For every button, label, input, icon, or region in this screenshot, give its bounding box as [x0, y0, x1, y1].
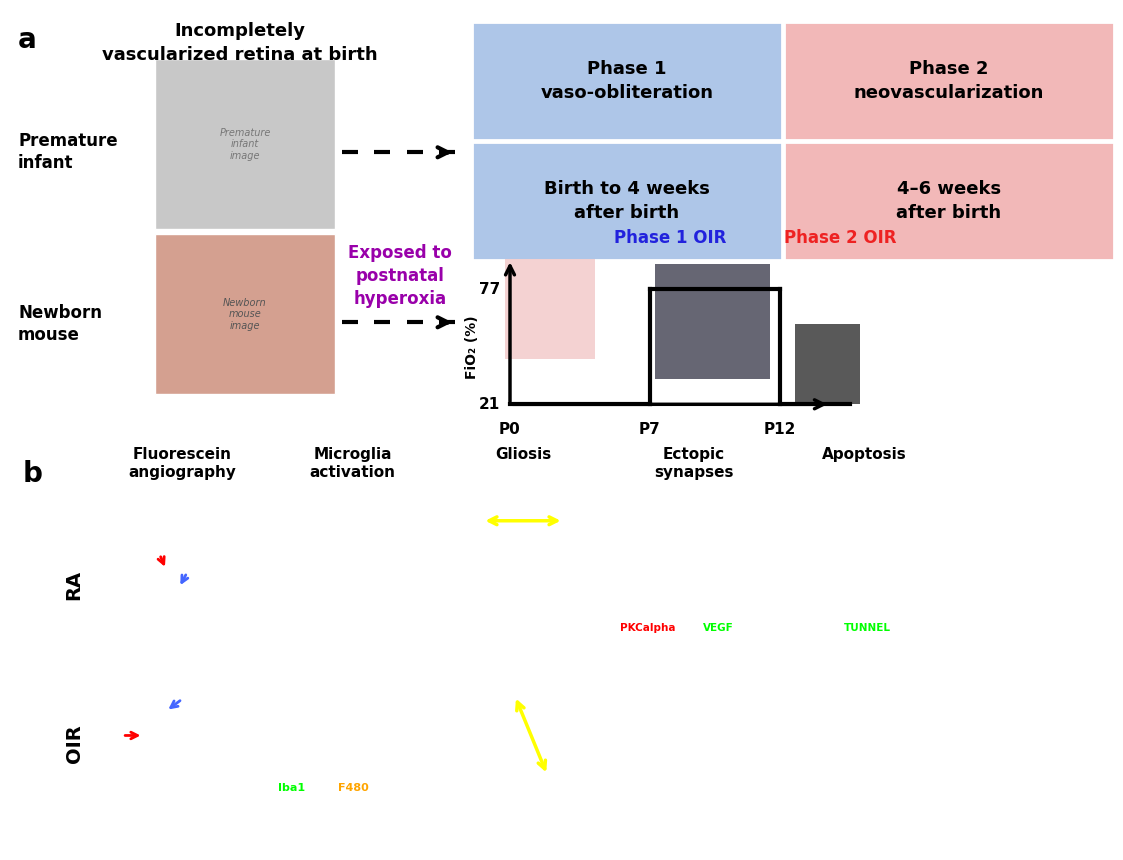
Text: Birth to 4 weeks
after birth: Birth to 4 weeks after birth — [544, 181, 710, 222]
Text: b: b — [22, 460, 43, 488]
Text: Newborn
mouse
image: Newborn mouse image — [223, 298, 267, 331]
Text: PKCalpha: PKCalpha — [621, 624, 676, 633]
Text: 77: 77 — [478, 282, 500, 297]
Text: Phase 2
neovascularization: Phase 2 neovascularization — [853, 60, 1044, 102]
Text: Phase 1
vaso-obliteration: Phase 1 vaso-obliteration — [540, 60, 713, 102]
Text: VEGF: VEGF — [703, 624, 733, 633]
Text: TUNNEL: TUNNEL — [843, 624, 891, 633]
Text: Incompletely
vascularized retina at birth: Incompletely vascularized retina at birt… — [102, 22, 377, 64]
Text: Exposed to
postnatal
hyperoxia: Exposed to postnatal hyperoxia — [348, 244, 451, 308]
Text: P12: P12 — [764, 422, 796, 437]
Text: Iba1: Iba1 — [279, 783, 305, 793]
Text: 4–6 weeks
after birth: 4–6 weeks after birth — [896, 181, 1002, 222]
Bar — [784, 22, 1114, 140]
Text: Astrocyte: Astrocyte — [490, 542, 557, 555]
Bar — [155, 59, 335, 230]
Text: RA: RA — [65, 570, 83, 600]
Bar — [505, 260, 595, 359]
Text: Premature
infant: Premature infant — [18, 132, 118, 172]
Text: Apoptosis: Apoptosis — [822, 446, 906, 462]
Bar — [155, 234, 335, 394]
Text: P0: P0 — [499, 422, 521, 437]
Text: Ectopic
synapses: Ectopic synapses — [654, 446, 733, 480]
Text: Microglia
activation: Microglia activation — [310, 446, 395, 480]
Text: Phase 1 OIR: Phase 1 OIR — [614, 230, 727, 248]
Text: Premature
infant
image: Premature infant image — [219, 127, 271, 161]
Text: Müller
cell: Müller cell — [558, 719, 597, 764]
Text: F480: F480 — [338, 783, 368, 793]
Bar — [472, 142, 782, 261]
Text: P16: P16 — [109, 506, 136, 519]
Text: Fluorescein
angiography: Fluorescein angiography — [128, 446, 236, 480]
Bar — [795, 324, 860, 404]
Bar — [784, 142, 1114, 261]
Bar — [655, 264, 770, 379]
Text: 21: 21 — [478, 396, 500, 412]
Text: Newborn
mouse: Newborn mouse — [18, 304, 102, 344]
Text: Phase 2 OIR: Phase 2 OIR — [784, 230, 896, 248]
Text: OIR: OIR — [65, 725, 83, 764]
Text: a: a — [18, 27, 37, 54]
Bar — [472, 22, 782, 140]
Text: FiO₂ (%): FiO₂ (%) — [465, 315, 480, 378]
Text: P7: P7 — [639, 422, 660, 437]
Text: Gliosis: Gliosis — [495, 446, 551, 462]
